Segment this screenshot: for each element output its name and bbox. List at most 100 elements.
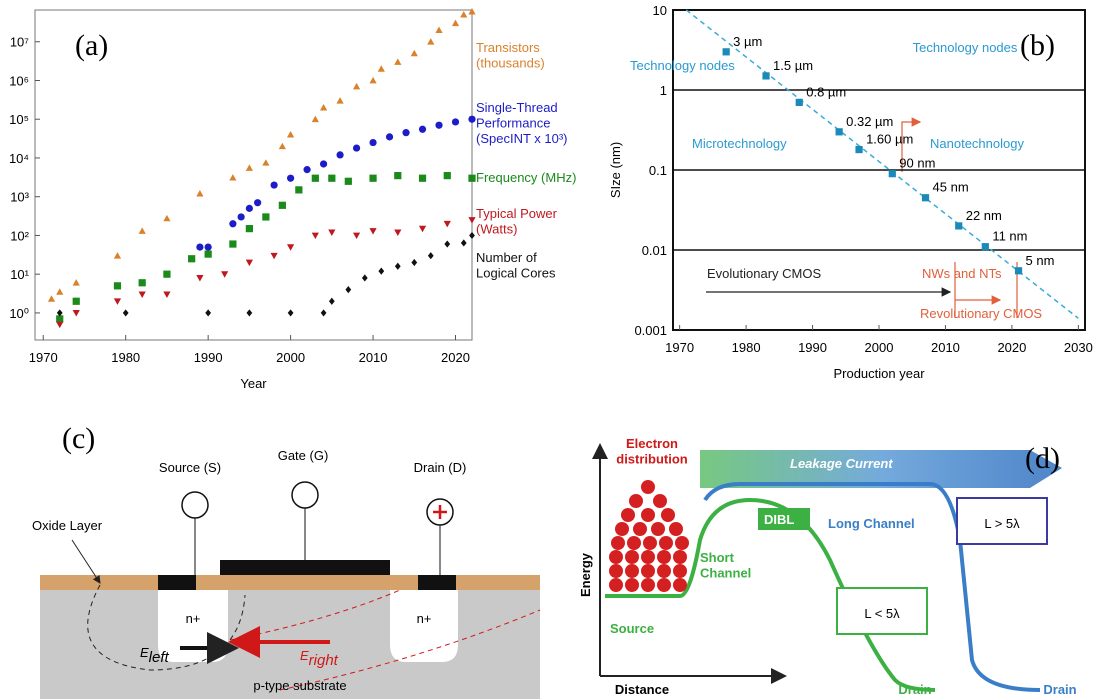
point: [353, 83, 360, 89]
long-channel-label: Long Channel: [828, 516, 915, 531]
point: [288, 309, 294, 316]
point: [762, 72, 769, 79]
electron: [659, 536, 673, 550]
n-plus-label: n+: [186, 611, 201, 626]
point: [723, 48, 730, 55]
point: [353, 144, 360, 151]
point: [312, 116, 319, 122]
point: [246, 225, 253, 232]
y-tick-label: 10⁰: [9, 306, 29, 321]
gate-electrode: [220, 560, 390, 575]
point-label: 5 nm: [1026, 253, 1055, 268]
point: [196, 190, 203, 196]
point: [419, 126, 426, 133]
x-axis-title: Year: [240, 376, 267, 391]
point: [320, 160, 327, 167]
point: [394, 229, 401, 235]
point: [221, 271, 228, 277]
annotation: Technology nodes: [913, 40, 1018, 55]
point: [139, 292, 146, 298]
panel-label: (b): [1020, 29, 1055, 62]
substrate-label: p-type substrate: [253, 678, 346, 693]
electron: [625, 550, 639, 564]
point: [139, 279, 146, 286]
x-tick-label: 2010: [359, 350, 388, 365]
legend-label: Typical Power(Watts): [476, 206, 558, 237]
drain-label: Drain (D): [414, 460, 467, 475]
point: [254, 199, 261, 206]
point: [386, 133, 393, 140]
text-line: Single-Thread: [476, 100, 558, 115]
point: [369, 175, 376, 182]
point-label: 90 nm: [899, 156, 935, 171]
mosfet-diagram: (c) Source (S) Gate (G) Drain (D) Oxide …: [32, 422, 540, 699]
electron: [673, 578, 687, 592]
text-line: Electron: [626, 436, 678, 451]
x-tick-label: 1980: [111, 350, 140, 365]
point: [452, 20, 459, 26]
point: [444, 240, 450, 247]
text-line: Logical Cores: [476, 266, 556, 281]
electron: [609, 550, 623, 564]
x-tick-label: 2010: [931, 340, 960, 355]
text-line: (SpecINT x 10³): [476, 131, 568, 146]
y-tick-label: 10¹: [10, 267, 29, 282]
electron: [615, 522, 629, 536]
electron: [641, 508, 655, 522]
point: [246, 164, 253, 170]
point: [378, 268, 384, 275]
oxide-layer: [40, 575, 540, 590]
gate-terminal: [292, 482, 318, 508]
short-condition: L < 5λ: [864, 606, 900, 621]
y-tick-label: 10²: [10, 228, 29, 243]
annotation: NWs and NTs: [922, 266, 1002, 281]
point: [444, 221, 451, 227]
annotation: Evolutionary CMOS: [707, 266, 821, 281]
point: [320, 104, 327, 110]
y-tick-label: 10⁵: [9, 112, 29, 127]
point: [238, 213, 245, 220]
electron: [611, 536, 625, 550]
y-tick-label: 10⁴: [9, 151, 29, 166]
text-line: (thousands): [476, 56, 545, 71]
point-label: 1.60 µm: [866, 132, 913, 147]
point: [48, 295, 55, 301]
point: [196, 275, 203, 281]
point: [468, 217, 475, 223]
electron: [669, 522, 683, 536]
text-line: distribution: [616, 452, 688, 467]
point: [461, 239, 467, 246]
y-tick-label: 1: [660, 83, 667, 98]
point: [205, 244, 212, 251]
y-tick-label: 10³: [10, 190, 29, 205]
point: [362, 274, 368, 281]
point: [336, 151, 343, 158]
y-tick-label: 0.001: [634, 323, 667, 338]
y-axis-title: SIze (nm): [608, 142, 623, 198]
point: [427, 38, 434, 44]
point: [796, 99, 803, 106]
point: [279, 202, 286, 209]
point: [229, 220, 236, 227]
electron: [675, 536, 689, 550]
point: [469, 232, 475, 239]
point: [287, 244, 294, 250]
drain-well: [390, 590, 458, 662]
point: [444, 172, 451, 179]
electron: [625, 564, 639, 578]
point: [246, 260, 253, 266]
electron: [609, 564, 623, 578]
energy-label: Energy: [578, 552, 593, 597]
x-tick-label: 1970: [665, 340, 694, 355]
point: [855, 146, 862, 153]
electron: [633, 522, 647, 536]
electron: [643, 536, 657, 550]
panel-label: (a): [75, 29, 108, 62]
x-tick-label: 1990: [194, 350, 223, 365]
point: [411, 50, 418, 56]
point: [345, 178, 352, 185]
electron: [673, 550, 687, 564]
point: [394, 172, 401, 179]
point: [312, 233, 319, 239]
